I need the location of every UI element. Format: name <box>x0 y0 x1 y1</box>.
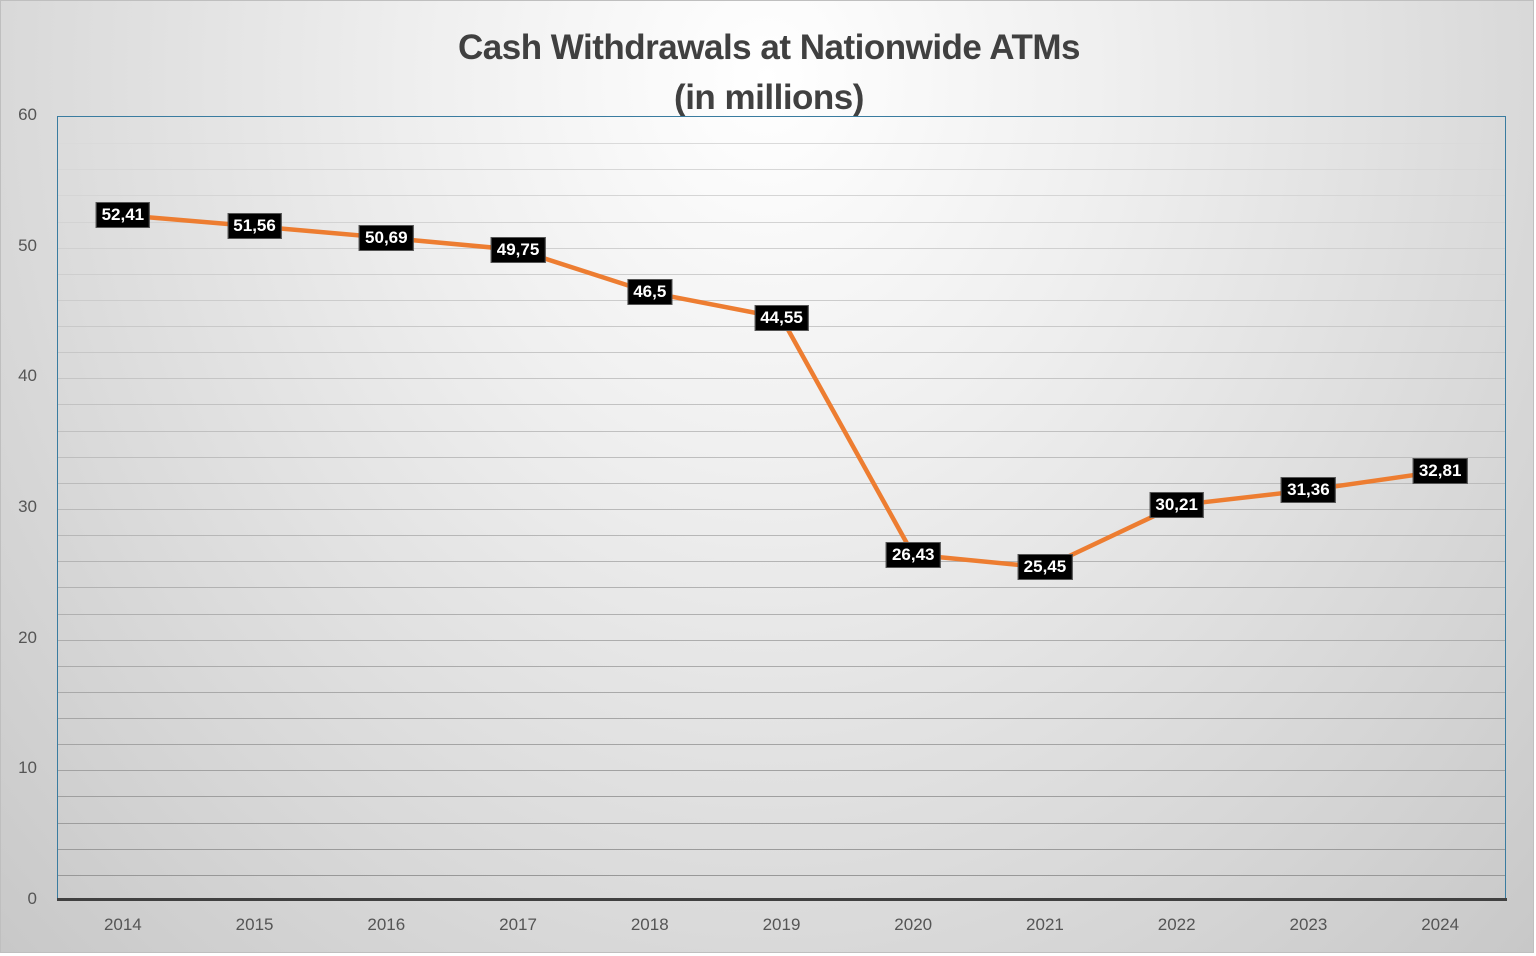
y-tick-label: 60 <box>18 105 37 124</box>
chart-title-main: Cash Withdrawals at Nationwide ATMs <box>458 28 1081 67</box>
data-label: 30,21 <box>1149 492 1204 519</box>
x-tick-label: 2019 <box>762 915 801 934</box>
gridline <box>58 430 1505 432</box>
y-tick-label: 20 <box>18 627 37 647</box>
x-tick-label: 2014 <box>103 915 142 934</box>
data-label: 46,5 <box>627 279 673 306</box>
gridline <box>58 535 1505 537</box>
gridline <box>58 796 1505 798</box>
gridline <box>58 848 1505 850</box>
x-tick-label: 2024 <box>1421 915 1460 934</box>
gridline <box>58 247 1505 249</box>
gridline <box>58 509 1505 510</box>
y-tick-label: 50 <box>18 235 37 255</box>
x-tick-label: 2021 <box>1026 915 1064 934</box>
data-label: 44,55 <box>754 304 809 331</box>
plot-area <box>57 116 1506 900</box>
gridline <box>58 613 1505 615</box>
x-tick-label: 2022 <box>1157 915 1196 934</box>
series-line <box>122 212 1441 570</box>
data-label: 51,56 <box>227 213 282 240</box>
data-label: 49,75 <box>490 236 546 263</box>
data-label: 50,69 <box>359 224 414 251</box>
x-tick-label: 2020 <box>894 915 933 934</box>
gridline <box>58 665 1505 667</box>
gridline <box>58 143 1505 145</box>
y-tick-label: 0 <box>27 889 37 908</box>
gridline <box>58 822 1505 824</box>
gridline <box>58 456 1505 458</box>
gridline <box>58 378 1505 380</box>
x-axis-line <box>57 898 1507 901</box>
y-tick-label: 40 <box>18 366 37 386</box>
y-tick-label: 10 <box>18 758 37 778</box>
x-tick-label: 2016 <box>367 915 406 934</box>
gridline <box>58 718 1505 720</box>
gridline <box>58 561 1505 563</box>
chart-title: Cash Withdrawals at Nationwide ATMs (in … <box>1 23 1536 123</box>
gridline <box>58 169 1505 171</box>
gridline <box>58 770 1505 772</box>
x-tick-label: 2015 <box>235 915 274 934</box>
gridline <box>58 744 1505 746</box>
gridline <box>58 352 1505 354</box>
data-label: 52,41 <box>95 202 151 229</box>
x-tick-label: 2018 <box>630 915 669 934</box>
y-tick-label: 30 <box>18 497 37 516</box>
data-label: 32,81 <box>1412 458 1468 485</box>
data-label: 25,45 <box>1017 554 1073 581</box>
gridline <box>58 587 1505 589</box>
gridline <box>58 404 1505 406</box>
chart-subtitle: (in millions) <box>674 78 864 117</box>
gridline <box>58 195 1505 197</box>
data-label: 31,36 <box>1281 477 1336 504</box>
gridline <box>58 482 1505 484</box>
gridline <box>58 639 1505 641</box>
x-tick-label: 2017 <box>499 915 537 934</box>
gridline <box>58 273 1505 275</box>
gridline <box>58 221 1505 223</box>
gridline <box>58 691 1505 693</box>
gridline <box>58 299 1505 301</box>
gridline <box>58 874 1505 876</box>
x-tick-label: 2023 <box>1289 915 1328 934</box>
data-label: 26,43 <box>885 541 941 568</box>
